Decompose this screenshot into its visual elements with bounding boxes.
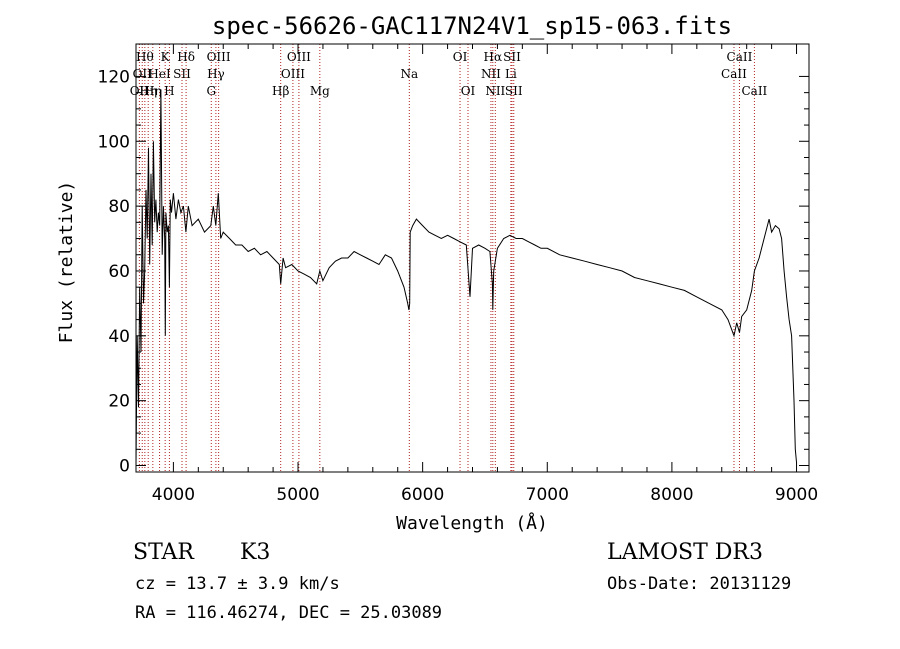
line-label-12: OIII (207, 50, 231, 64)
line-label-28: CaII (741, 84, 767, 98)
x-tick-label: 8000 (650, 485, 693, 505)
line-label-4: Hη (144, 84, 162, 98)
line-label-23: Li (505, 67, 517, 81)
x-tick-label: 5000 (276, 485, 319, 505)
line-label-8: SII (173, 67, 191, 81)
x-tick-label: 6000 (401, 485, 444, 505)
y-tick-label: 60 (108, 262, 130, 282)
line-label-27: CaII (727, 50, 753, 64)
y-tick-label: 80 (108, 197, 130, 217)
line-label-16: Mg (310, 84, 330, 98)
y-tick-label: 20 (108, 392, 130, 412)
x-axis: 4000 5000 6000 7000 8000 9000 (152, 44, 818, 505)
x-tick-label: 9000 (775, 485, 818, 505)
x-tick-label: 4000 (152, 485, 195, 505)
chart-title: spec-56626-GAC117N24V1_sp15-063.fits (212, 12, 732, 40)
line-label-20: NII (481, 67, 501, 81)
flux-series-line (135, 89, 797, 466)
line-label-26: CaII (721, 67, 747, 81)
y-tick-label: 120 (98, 67, 130, 87)
y-tick-label: 100 (98, 132, 130, 152)
observation-date: Obs-Date: 20131129 (607, 574, 792, 594)
line-label-25: SII (505, 84, 523, 98)
sky-coordinates: RA = 116.46274, DEC = 25.03089 (135, 603, 443, 623)
line-label-22: NII (485, 84, 505, 98)
line-label-6: K (161, 50, 171, 64)
line-label-13: Hβ (272, 84, 289, 98)
line-label-14: OIII (281, 67, 305, 81)
object-subclass: K3 (240, 540, 271, 565)
line-label-0: OII (130, 84, 150, 98)
y-axis-label: Flux (relative) (56, 181, 77, 344)
line-label-24: SII (503, 50, 521, 64)
line-label-9: Hδ (177, 50, 195, 64)
line-label-1: OII (133, 67, 153, 81)
spectrum-chart: spec-56626-GAC117N24V1_sp15-063.fits OII… (56, 12, 818, 534)
redshift-velocity: cz = 13.7 ± 3.9 km/s (135, 574, 340, 594)
x-axis-label: Wavelength (Å) (396, 512, 548, 534)
y-tick-label: 40 (108, 327, 130, 347)
line-label-2: Hθ (136, 50, 154, 64)
line-label-3: Hη (139, 84, 157, 98)
line-label-10: G (206, 84, 216, 98)
line-label-19: OI (461, 84, 476, 98)
line-label-15: OIII (287, 50, 311, 64)
line-label-17: Na (400, 67, 418, 81)
line-label-7: H (164, 84, 174, 98)
object-class: STAR (133, 540, 194, 565)
y-axis: 0 20 40 60 80 100 120 (98, 67, 809, 477)
line-label-5: HeI (148, 67, 171, 81)
line-label-18: OI (453, 50, 468, 64)
survey-name: LAMOST DR3 (607, 540, 763, 565)
line-label-21: Hα (484, 50, 503, 64)
y-tick-label: 0 (119, 457, 130, 477)
spectral-line-markers (138, 44, 755, 472)
line-label-11: Hγ (207, 67, 225, 81)
x-tick-label: 7000 (526, 485, 569, 505)
